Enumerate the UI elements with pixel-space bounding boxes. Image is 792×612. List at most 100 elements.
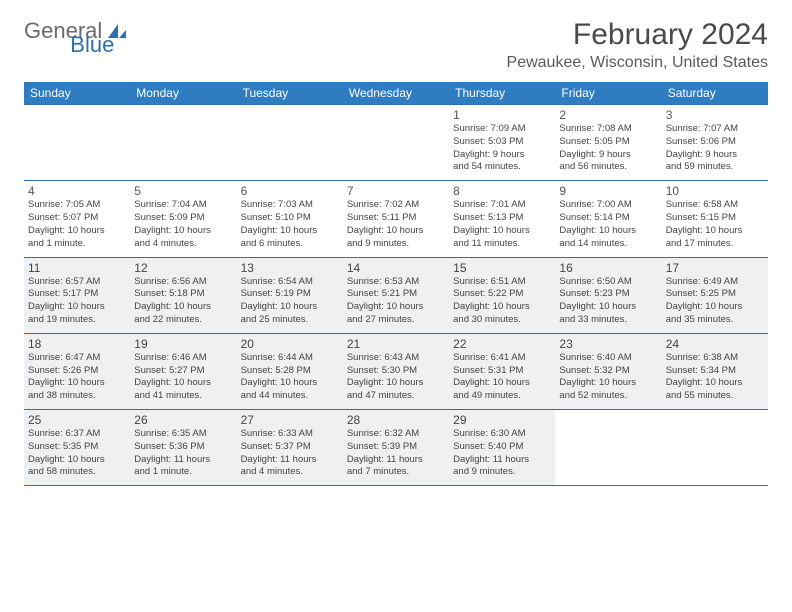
day-cell: 3Sunrise: 7:07 AMSunset: 5:06 PMDaylight… — [662, 105, 768, 180]
sunrise-line: Sunrise: 6:44 AM — [241, 352, 339, 365]
sunrise-line: Sunrise: 6:43 AM — [347, 352, 445, 365]
day-number: 18 — [28, 337, 126, 351]
sunrise-line: Sunrise: 6:33 AM — [241, 428, 339, 441]
day-cell — [237, 105, 343, 180]
day-header: Thursday — [449, 82, 555, 104]
daylight1-line: Daylight: 9 hours — [559, 149, 657, 162]
day-cell: 18Sunrise: 6:47 AMSunset: 5:26 PMDayligh… — [24, 334, 130, 409]
day-number: 14 — [347, 261, 445, 275]
calendar-header-row: SundayMondayTuesdayWednesdayThursdayFrid… — [24, 82, 768, 104]
sunset-line: Sunset: 5:06 PM — [666, 136, 764, 149]
calendar-page: General Blue February 2024 Pewaukee, Wis… — [0, 0, 792, 504]
day-number: 23 — [559, 337, 657, 351]
sunset-line: Sunset: 5:31 PM — [453, 365, 551, 378]
day-number: 16 — [559, 261, 657, 275]
day-cell: 11Sunrise: 6:57 AMSunset: 5:17 PMDayligh… — [24, 258, 130, 333]
sunset-line: Sunset: 5:17 PM — [28, 288, 126, 301]
day-number: 15 — [453, 261, 551, 275]
sunset-line: Sunset: 5:05 PM — [559, 136, 657, 149]
day-number: 8 — [453, 184, 551, 198]
sunset-line: Sunset: 5:23 PM — [559, 288, 657, 301]
day-cell: 2Sunrise: 7:08 AMSunset: 5:05 PMDaylight… — [555, 105, 661, 180]
daylight1-line: Daylight: 10 hours — [559, 225, 657, 238]
daylight2-line: and 38 minutes. — [28, 390, 126, 403]
sunset-line: Sunset: 5:40 PM — [453, 441, 551, 454]
daylight1-line: Daylight: 10 hours — [134, 301, 232, 314]
daylight1-line: Daylight: 10 hours — [241, 301, 339, 314]
sunrise-line: Sunrise: 7:08 AM — [559, 123, 657, 136]
sunset-line: Sunset: 5:09 PM — [134, 212, 232, 225]
sunrise-line: Sunrise: 6:53 AM — [347, 276, 445, 289]
sunset-line: Sunset: 5:30 PM — [347, 365, 445, 378]
day-cell — [24, 105, 130, 180]
day-cell: 7Sunrise: 7:02 AMSunset: 5:11 PMDaylight… — [343, 181, 449, 256]
daylight2-line: and 22 minutes. — [134, 314, 232, 327]
sunrise-line: Sunrise: 6:46 AM — [134, 352, 232, 365]
daylight2-line: and 1 minute. — [134, 466, 232, 479]
day-number: 19 — [134, 337, 232, 351]
daylight1-line: Daylight: 10 hours — [347, 377, 445, 390]
sunrise-line: Sunrise: 6:40 AM — [559, 352, 657, 365]
sunset-line: Sunset: 5:39 PM — [347, 441, 445, 454]
day-number: 5 — [134, 184, 232, 198]
daylight2-line: and 11 minutes. — [453, 238, 551, 251]
day-cell: 4Sunrise: 7:05 AMSunset: 5:07 PMDaylight… — [24, 181, 130, 256]
daylight2-line: and 33 minutes. — [559, 314, 657, 327]
day-cell: 1Sunrise: 7:09 AMSunset: 5:03 PMDaylight… — [449, 105, 555, 180]
day-number: 11 — [28, 261, 126, 275]
sunrise-line: Sunrise: 7:03 AM — [241, 199, 339, 212]
day-cell: 19Sunrise: 6:46 AMSunset: 5:27 PMDayligh… — [130, 334, 236, 409]
day-cell: 17Sunrise: 6:49 AMSunset: 5:25 PMDayligh… — [662, 258, 768, 333]
day-number: 13 — [241, 261, 339, 275]
calendar-weeks: 1Sunrise: 7:09 AMSunset: 5:03 PMDaylight… — [24, 104, 768, 486]
day-header: Sunday — [24, 82, 130, 104]
sunset-line: Sunset: 5:22 PM — [453, 288, 551, 301]
daylight1-line: Daylight: 9 hours — [453, 149, 551, 162]
daylight1-line: Daylight: 10 hours — [241, 377, 339, 390]
daylight2-line: and 4 minutes. — [134, 238, 232, 251]
daylight2-line: and 56 minutes. — [559, 161, 657, 174]
day-number: 29 — [453, 413, 551, 427]
sunrise-line: Sunrise: 7:05 AM — [28, 199, 126, 212]
day-number: 12 — [134, 261, 232, 275]
sunset-line: Sunset: 5:18 PM — [134, 288, 232, 301]
day-cell: 24Sunrise: 6:38 AMSunset: 5:34 PMDayligh… — [662, 334, 768, 409]
daylight1-line: Daylight: 11 hours — [134, 454, 232, 467]
daylight2-line: and 44 minutes. — [241, 390, 339, 403]
sunset-line: Sunset: 5:37 PM — [241, 441, 339, 454]
location: Pewaukee, Wisconsin, United States — [507, 54, 768, 72]
daylight1-line: Daylight: 10 hours — [453, 225, 551, 238]
day-cell: 25Sunrise: 6:37 AMSunset: 5:35 PMDayligh… — [24, 410, 130, 485]
daylight2-line: and 25 minutes. — [241, 314, 339, 327]
sunset-line: Sunset: 5:10 PM — [241, 212, 339, 225]
sunrise-line: Sunrise: 6:41 AM — [453, 352, 551, 365]
day-number: 3 — [666, 108, 764, 122]
day-number: 2 — [559, 108, 657, 122]
day-number: 22 — [453, 337, 551, 351]
topbar: General Blue February 2024 Pewaukee, Wis… — [24, 18, 768, 72]
sunrise-line: Sunrise: 7:00 AM — [559, 199, 657, 212]
day-number: 10 — [666, 184, 764, 198]
day-header: Saturday — [662, 82, 768, 104]
daylight1-line: Daylight: 10 hours — [28, 377, 126, 390]
sunset-line: Sunset: 5:32 PM — [559, 365, 657, 378]
sunset-line: Sunset: 5:36 PM — [134, 441, 232, 454]
day-cell: 20Sunrise: 6:44 AMSunset: 5:28 PMDayligh… — [237, 334, 343, 409]
title-block: February 2024 Pewaukee, Wisconsin, Unite… — [507, 18, 768, 72]
week-row: 18Sunrise: 6:47 AMSunset: 5:26 PMDayligh… — [24, 333, 768, 409]
calendar-grid: SundayMondayTuesdayWednesdayThursdayFrid… — [24, 82, 768, 486]
daylight1-line: Daylight: 11 hours — [453, 454, 551, 467]
day-cell: 22Sunrise: 6:41 AMSunset: 5:31 PMDayligh… — [449, 334, 555, 409]
day-cell: 29Sunrise: 6:30 AMSunset: 5:40 PMDayligh… — [449, 410, 555, 485]
daylight1-line: Daylight: 10 hours — [28, 454, 126, 467]
daylight2-line: and 41 minutes. — [134, 390, 232, 403]
daylight1-line: Daylight: 11 hours — [241, 454, 339, 467]
sunset-line: Sunset: 5:13 PM — [453, 212, 551, 225]
daylight1-line: Daylight: 10 hours — [453, 377, 551, 390]
daylight2-line: and 14 minutes. — [559, 238, 657, 251]
daylight1-line: Daylight: 10 hours — [28, 225, 126, 238]
sunset-line: Sunset: 5:14 PM — [559, 212, 657, 225]
daylight1-line: Daylight: 10 hours — [134, 225, 232, 238]
day-cell — [130, 105, 236, 180]
daylight2-line: and 58 minutes. — [28, 466, 126, 479]
